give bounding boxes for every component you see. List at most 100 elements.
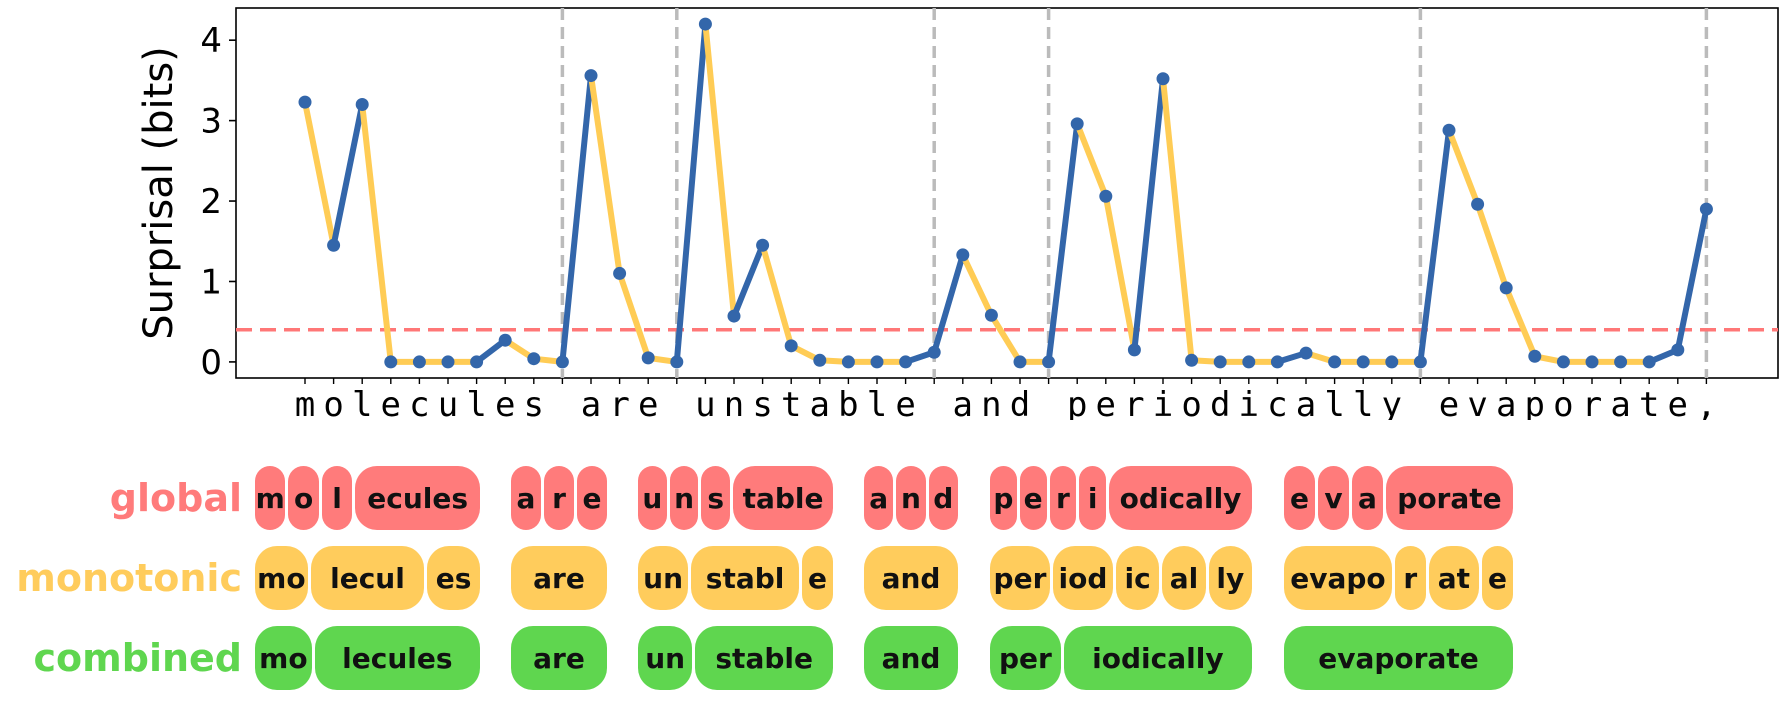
rising-segment [559,72,594,365]
data-point [698,17,712,31]
x-tick-label: r [1582,385,1602,420]
segment-pill: evaporate [1284,626,1513,690]
data-point [899,355,913,369]
segment-pill: es [427,546,480,610]
monotonic-segment [1102,193,1138,353]
segment-pill: a [864,466,894,530]
data-point [784,339,798,353]
data-point [727,309,741,323]
x-tick-label: e [638,385,658,420]
segment-pill: and [864,546,958,610]
monotonic-segment [1160,75,1195,364]
data-point [756,238,770,252]
data-point [927,345,941,359]
segment-pill: iodically [1063,626,1252,690]
segment-pill: e [1482,546,1513,610]
rising-segment [1131,75,1166,353]
x-tick-label: , [1696,385,1716,420]
segment-pill: p [990,466,1017,530]
data-point [1156,72,1170,86]
segment-pill: iod [1052,546,1113,610]
data-point [641,351,655,365]
segment-pill: lecul [310,546,425,610]
segment-pill: at [1428,546,1479,610]
segment-pill: r [544,466,574,530]
segment-pill: r [1049,466,1077,530]
rising-segment [1417,127,1452,365]
x-tick-label: a [581,385,601,420]
monotonic-segment [1446,127,1481,208]
segment-pill: and [864,626,958,690]
x-tick-label: r [1124,385,1144,420]
segment-pill: e [1284,466,1315,530]
x-tick-label: d [1210,385,1230,420]
data-point [1585,355,1599,369]
y-tick-label: 4 [200,21,222,61]
data-point [956,248,970,262]
segment-pill: l [321,466,353,530]
data-point [1385,355,1399,369]
rising-segment [931,251,966,356]
data-point [841,355,855,369]
segment-pill: per [990,626,1061,690]
data-point [1642,355,1656,369]
x-tick-label: a [810,385,830,420]
segment-pill: n [896,466,926,530]
segment-pill: mo [255,546,308,610]
x-tick-label: l [1324,385,1344,420]
data-point [1185,353,1199,367]
monotonic-segment [1074,120,1109,200]
segment-pill: n [669,466,699,530]
segment-pill: i [1079,466,1107,530]
segment-pill: ic [1115,546,1160,610]
segment-pill: ecules [355,466,480,530]
rising-segment [1674,206,1710,353]
x-tick-label: o [1181,385,1201,420]
data-point [327,238,341,252]
segment-pill: d [928,466,958,530]
monotonic-segment [1474,201,1510,291]
segment-pill: a [1351,466,1383,530]
y-tick-label: 3 [200,102,222,142]
rising-segment [1045,120,1081,365]
monotonic-segment [359,101,394,365]
segment-pill: ly [1208,546,1252,610]
y-tick-label: 0 [200,343,222,383]
monotonic-segment [702,21,737,320]
data-point [470,355,484,369]
monotonic-segment [1503,284,1538,360]
x-tick-label: t [1639,385,1659,420]
segment-pill: a [511,466,541,530]
segment-pill: are [511,546,607,610]
data-point [555,355,569,369]
segment-pill: stable [695,626,833,690]
data-point [1299,346,1313,360]
data-point [527,352,541,366]
data-point [1614,355,1628,369]
x-tick-label: _ [667,385,688,420]
x-tick-label: b [838,385,858,420]
segment-pill: un [638,546,689,610]
data-point [1699,202,1713,216]
x-tick-label: s [524,385,544,420]
row-label-monotonic: monotonic [16,556,242,600]
data-point [584,69,598,83]
row-label-combined: combined [33,636,242,680]
x-tick-label: o [1553,385,1573,420]
y-tick-label: 1 [200,262,222,302]
data-point [1070,117,1084,131]
data-point [498,333,512,347]
segment-pill: e [802,546,833,610]
segment-pill: porate [1385,466,1513,530]
x-tick-label: e [895,385,915,420]
monotonic-segment [988,312,1023,365]
x-tick-label: v [1467,385,1487,420]
row-label-global: global [109,476,242,520]
data-point [1127,343,1141,357]
data-point [384,355,398,369]
segment-pill: m [255,466,286,530]
data-point [1042,355,1056,369]
x-tick-label: a [1296,385,1316,420]
data-point [1242,355,1256,369]
